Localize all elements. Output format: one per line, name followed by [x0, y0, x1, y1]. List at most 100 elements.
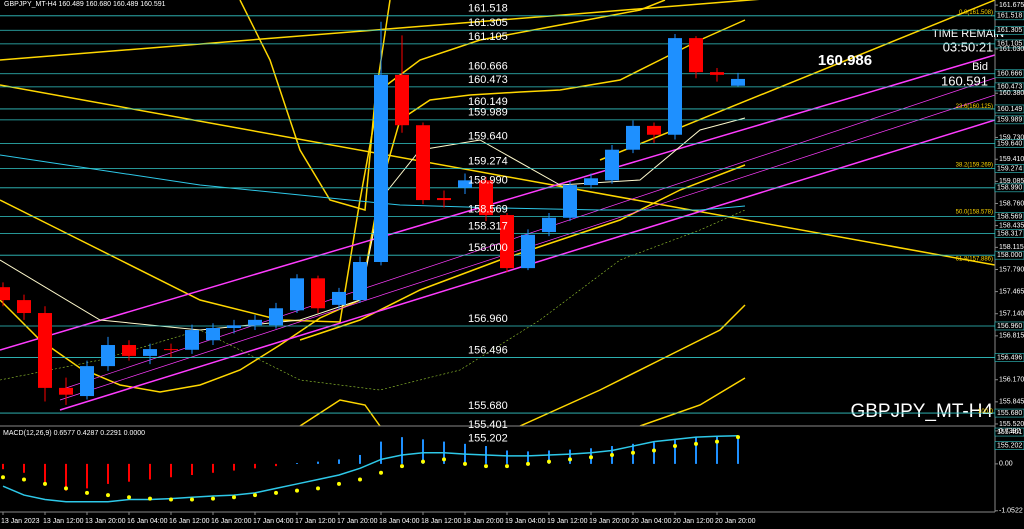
level-tag: [994, 69, 1024, 79]
level-label: 161.105: [468, 31, 508, 43]
y-tick-label: 157.790: [999, 266, 1024, 273]
target-price: 160.986: [818, 52, 872, 69]
signal-dot: [232, 495, 236, 500]
level-tag: [994, 139, 1024, 148]
level-tag: [994, 441, 1024, 450]
level-tag-label: 160.149: [997, 106, 1022, 113]
fib-label: 0.0(161.508): [959, 10, 993, 16]
candle-body: [59, 387, 73, 395]
x-tick-label: 20 Jan 04:00: [631, 518, 672, 525]
candle-body: [248, 319, 262, 326]
candle-body: [395, 74, 409, 126]
signal-dot: [316, 486, 320, 491]
candle-body: [731, 78, 745, 86]
level-tag-label: 156.960: [997, 323, 1022, 330]
signal-dot: [148, 496, 152, 501]
fib-label: 50.0(158.578): [956, 209, 993, 215]
signal-dot: [421, 459, 425, 464]
x-tick-label: 20 Jan 12:00: [673, 518, 714, 525]
signal-dot: [631, 450, 635, 455]
level-tag-label: 155.202: [997, 442, 1022, 449]
candle-body: [710, 72, 724, 75]
level-tag-label: 159.640: [997, 140, 1022, 147]
x-tick-label: 17 Jan 12:00: [295, 518, 336, 525]
signal-dot: [505, 464, 509, 469]
y-tick-label: 158.760: [999, 200, 1024, 207]
level-tag-label: 159.989: [997, 117, 1022, 124]
y-tick-label: 159.085: [999, 178, 1024, 185]
fib-label: 23.6(160.125): [956, 104, 993, 110]
level-tag: [994, 408, 1024, 418]
level-tag-label: 161.105: [997, 41, 1022, 48]
y-tick-label: 0.00: [999, 461, 1013, 468]
signal-dot: [442, 457, 446, 462]
x-tick-label: 19 Jan 12:00: [547, 518, 588, 525]
signal-dot: [211, 496, 215, 501]
signal-dot: [673, 444, 677, 449]
y-tick-label: 0.7392: [999, 428, 1021, 435]
y-tick-label: 159.730: [999, 134, 1024, 141]
level-tag: [994, 11, 1024, 21]
y-tick-label: 157.465: [999, 288, 1024, 295]
signal-dot: [463, 461, 467, 466]
candle-body: [668, 38, 682, 135]
x-tick-label: 18 Jan 20:00: [463, 518, 504, 525]
candle-body: [500, 215, 514, 269]
signal-dot: [736, 435, 740, 440]
y-tick-label: 160.380: [999, 90, 1024, 97]
candle-body: [38, 313, 52, 388]
level-tag: [994, 164, 1024, 173]
signal-dot: [337, 481, 341, 486]
signal-dot: [169, 497, 173, 502]
x-tick-label: 18 Jan 04:00: [379, 518, 420, 525]
candle-body: [290, 278, 304, 311]
x-tick-label: 16 Jan 04:00: [127, 518, 168, 525]
level-tag: [994, 39, 1024, 49]
candle-body: [206, 328, 220, 341]
x-tick-label: 13 Jan 2023: [1, 518, 40, 525]
signal-dot: [568, 457, 572, 462]
candle-body: [227, 325, 241, 329]
signal-dot: [190, 497, 194, 502]
x-tick-label: 13 Jan 12:00: [43, 518, 84, 525]
y-tick-label: 155.520: [999, 421, 1024, 428]
level-tag-label: 160.473: [997, 84, 1022, 91]
level-tag-label: 161.518: [997, 13, 1022, 20]
level-label: 155.202: [468, 433, 508, 445]
candle-body: [311, 278, 325, 309]
level-tag: [994, 183, 1024, 193]
signal-dot: [274, 490, 278, 495]
level-label: 159.274: [468, 155, 508, 167]
level-tag: [994, 25, 1024, 35]
level-tag-label: 155.401: [997, 429, 1022, 436]
x-tick-label: 17 Jan 20:00: [337, 518, 378, 525]
candle-body: [605, 149, 619, 181]
level-tag-label: 156.496: [997, 354, 1022, 361]
level-tag-label: 155.680: [997, 410, 1022, 417]
level-tag: [994, 104, 1024, 114]
signal-dot: [589, 455, 593, 460]
level-label: 159.640: [468, 130, 508, 142]
candle-body: [563, 185, 577, 218]
y-tick-label: 159.410: [999, 156, 1024, 163]
level-tag: [994, 353, 1024, 362]
level-label: 158.990: [468, 175, 508, 187]
candle-body: [479, 180, 493, 216]
signal-dot: [484, 464, 488, 469]
x-tick-label: 20 Jan 20:00: [715, 518, 756, 525]
x-tick-label: 17 Jan 04:00: [253, 518, 294, 525]
candle-body: [458, 180, 472, 188]
candle-body: [416, 125, 430, 201]
candle-body: [437, 198, 451, 201]
bid: 160.591: [941, 73, 988, 88]
signal-dot: [22, 477, 26, 482]
signal-dot: [526, 461, 530, 466]
candle-body: [17, 300, 31, 314]
level-tag: [994, 427, 1024, 437]
candle-body: [542, 217, 556, 233]
level-tag-label: 158.990: [997, 185, 1022, 192]
level-label: 160.666: [468, 61, 508, 73]
candle-body: [269, 308, 283, 326]
fib-label: 61.8(157.886): [956, 257, 993, 263]
signal-dot: [85, 490, 89, 495]
